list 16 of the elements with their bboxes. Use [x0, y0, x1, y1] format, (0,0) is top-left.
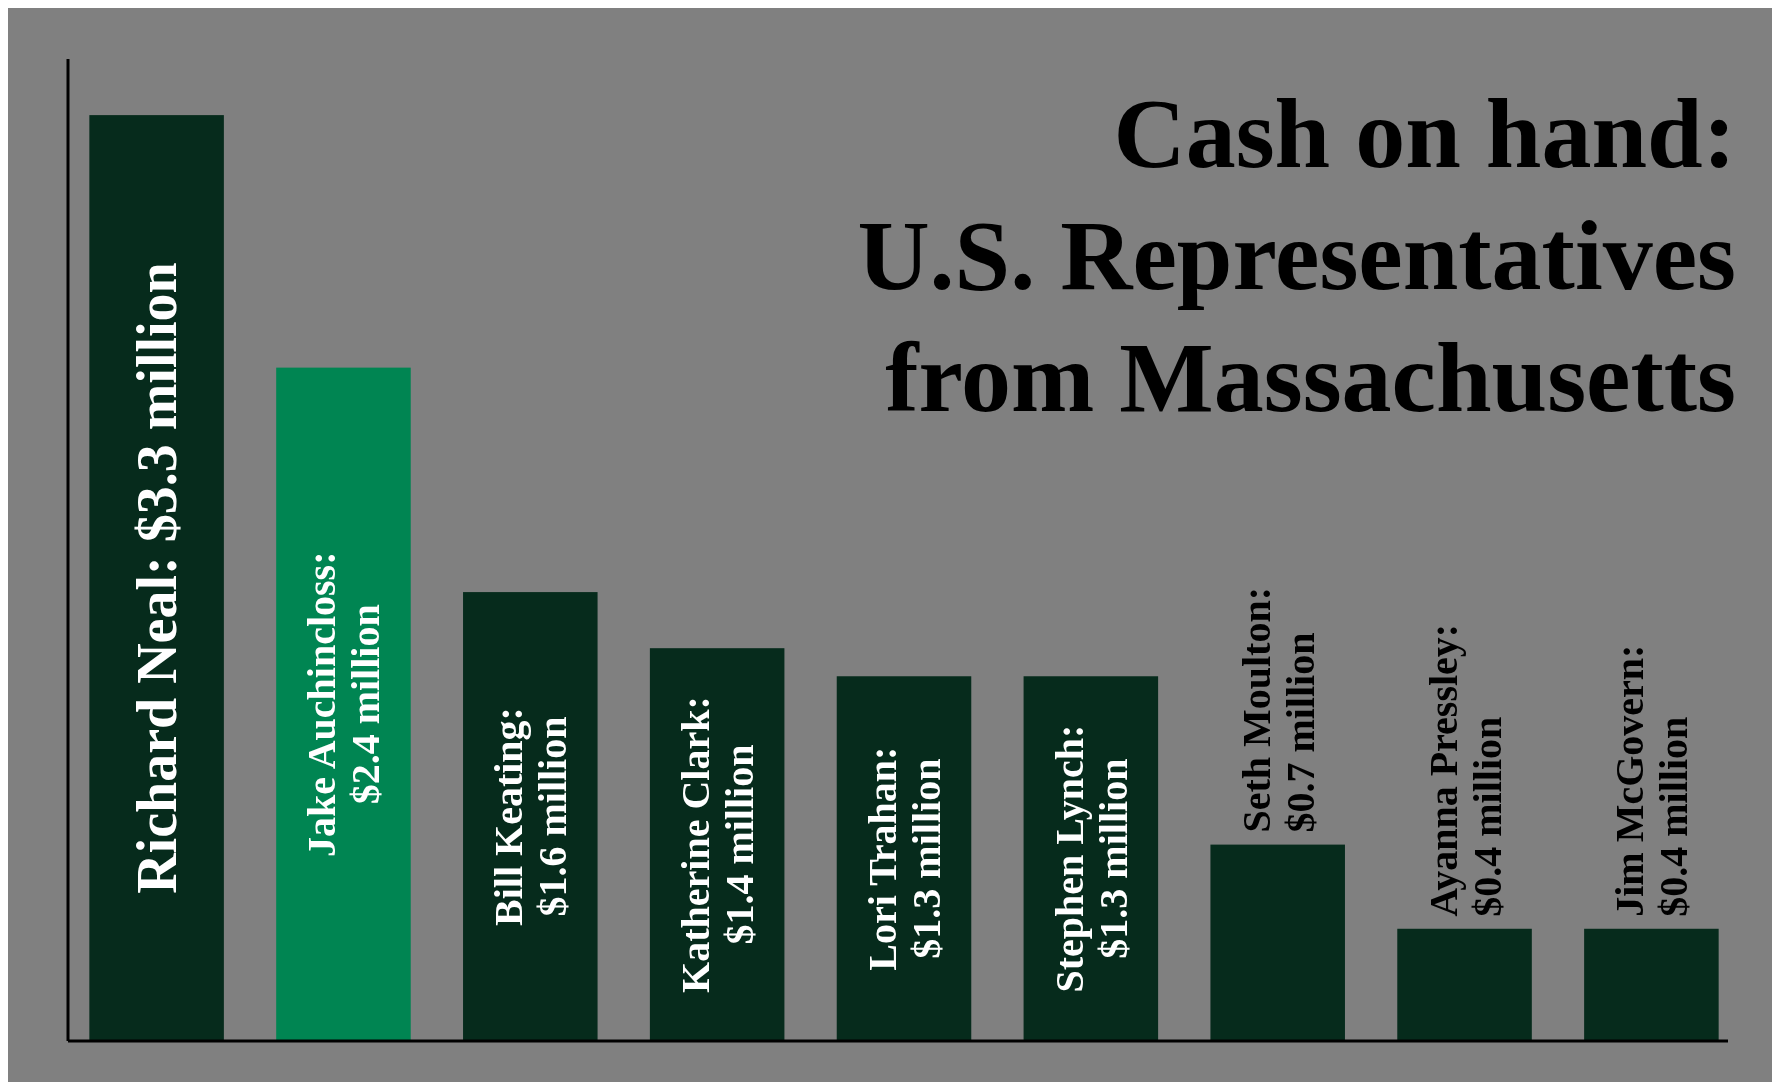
- data-label: Lori Trahan: $1.3 million: [860, 746, 949, 971]
- data-label: Katherine Clark: $1.4 million: [673, 696, 763, 993]
- data-label: Bill Keating: $1.6 million: [486, 707, 576, 926]
- bar: [1210, 844, 1345, 1041]
- text: Cash on hand: U.S. Representatives from Massachusetts: [857, 78, 1736, 433]
- data-label: Ayanna Pressley: $0.4 million: [1420, 623, 1510, 917]
- bar: [1397, 928, 1532, 1041]
- data-label: Jim McGovern: $0.4 million: [1607, 644, 1697, 917]
- data-label: Jake Auchincloss: $2.4 million: [299, 551, 389, 858]
- data-label: Stephen Lynch: $1.3 million: [1046, 724, 1136, 993]
- bar: [276, 367, 411, 1041]
- bar: [1584, 928, 1719, 1041]
- data-label: Richard Neal: $3.3 million: [126, 262, 189, 894]
- bar: [463, 592, 598, 1041]
- data-label: Seth Moulton: $0.7 million: [1233, 587, 1323, 833]
- bar: [89, 115, 224, 1041]
